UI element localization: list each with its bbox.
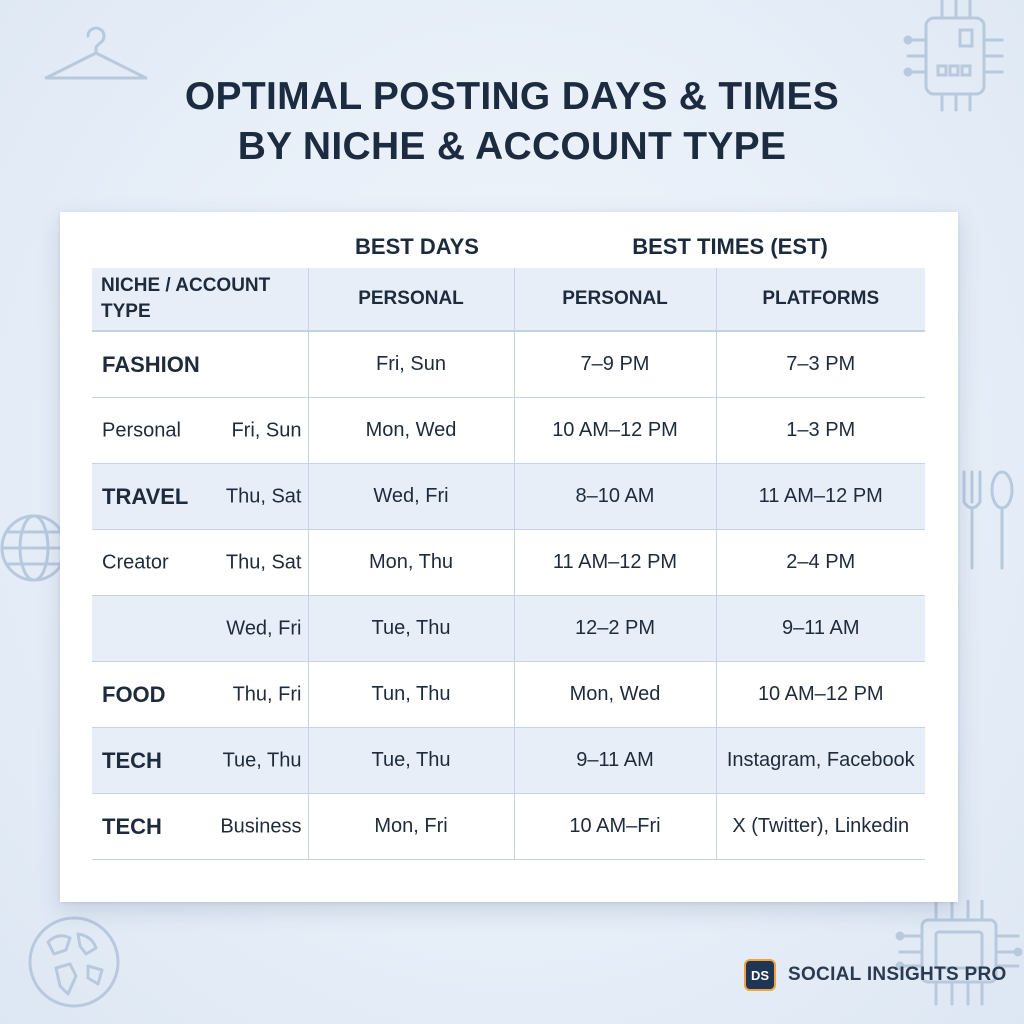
circuit-icon xyxy=(892,900,1024,1024)
niche-label: Personal xyxy=(102,419,181,441)
page-title-line-1: OPTIMAL POSTING DAYS & TIMES xyxy=(184,75,840,118)
niche-label: TECH xyxy=(102,813,162,839)
brand-footer: DS SOCIAL INSIGHTS PRO xyxy=(744,958,1007,992)
niche-sub-value: Wed, Fri xyxy=(226,617,302,639)
table-row: FOOD Thu, Fri Tun, Thu Mon, Wed 10 AM–12 PM xyxy=(92,661,925,728)
niche-cell: Creator Thu, Sat xyxy=(92,529,308,596)
days-personal-cell: Mon, Wed xyxy=(307,397,514,464)
column-header-niche: NICHE / ACCOUNT TYPE xyxy=(92,268,308,332)
platforms-cell: 9–11 AM xyxy=(715,595,925,662)
table-row: Creator Thu, Sat Mon, Thu 11 AM–12 PM 2–4 PM xyxy=(92,529,925,596)
table-header-row: NICHE / ACCOUNT TYPE PERSONAL PERSONAL P… xyxy=(92,268,925,332)
niche-label: FASHION xyxy=(102,351,200,377)
table-row: TRAVEL Thu, Sat Wed, Fri 8–10 AM 11 AM–12 PM xyxy=(92,463,925,530)
page-title: OPTIMAL POSTING DAYS & TIMES BY NICHE & … xyxy=(0,72,1024,172)
table-row: TECH Business Mon, Fri 10 AM–Fri X (Twitter)… xyxy=(92,793,925,860)
column-header-times-personal: PERSONAL xyxy=(513,268,716,332)
posting-schedule-card: BEST DAYS BEST TIMES (EST) NICHE / ACCOU… xyxy=(60,212,958,902)
niche-sub-value: Thu, Sat xyxy=(225,485,302,507)
platforms-cell: 7–3 PM xyxy=(715,331,925,398)
platforms-cell: 11 AM–12 PM xyxy=(715,463,925,530)
times-personal-cell: 9–11 AM xyxy=(513,727,716,794)
hanger-icon xyxy=(40,18,152,86)
platforms-cell: 1–3 PM xyxy=(715,397,925,464)
world-map-icon xyxy=(26,914,122,1010)
times-personal-cell: 10 AM–12 PM xyxy=(513,397,716,464)
niche-cell: FOOD Thu, Fri xyxy=(92,661,308,728)
times-personal-cell: 7–9 PM xyxy=(513,331,716,398)
niche-cell: TECH Tue, Thu xyxy=(92,727,308,794)
times-personal-cell: 11 AM–12 PM xyxy=(513,529,716,596)
niche-sub-value: Business xyxy=(220,815,302,837)
niche-sub-value: Fri, Sun xyxy=(231,419,302,441)
platforms-cell: X (Twitter), Linkedin xyxy=(715,793,925,860)
niche-cell: Wed, Fri xyxy=(92,595,308,662)
table-row: TECH Tue, Thu Tue, Thu 9–11 AM Instagram, Fa… xyxy=(92,727,925,794)
niche-sub-value: Thu, Fri xyxy=(232,683,302,705)
niche-sub-value: Thu, Sat xyxy=(225,551,302,573)
times-personal-cell: Mon, Wed xyxy=(513,661,716,728)
days-personal-cell: Tue, Thu xyxy=(307,727,514,794)
niche-label: TECH xyxy=(102,747,162,773)
niche-cell: TRAVEL Thu, Sat xyxy=(92,463,308,530)
platforms-cell: Instagram, Facebook xyxy=(715,727,925,794)
group-header-best-days: BEST DAYS xyxy=(355,234,479,259)
times-personal-cell: 8–10 AM xyxy=(513,463,716,530)
brand-name: SOCIAL INSIGHTS PRO xyxy=(788,964,1007,985)
days-personal-cell: Tun, Thu xyxy=(307,661,514,728)
days-personal-cell: Fri, Sun xyxy=(307,331,514,398)
table-row: FASHION Fri, Sun 7–9 PM 7–3 PM xyxy=(92,331,925,398)
chip-icon xyxy=(900,0,1004,112)
times-personal-cell: 12–2 PM xyxy=(513,595,716,662)
niche-label: TRAVEL xyxy=(102,483,189,509)
niche-cell: TECH Business xyxy=(92,793,308,860)
days-personal-cell: Tue, Thu xyxy=(307,595,514,662)
group-header-best-times: BEST TIMES (EST) xyxy=(632,234,828,259)
column-header-platforms: PLATFORMS xyxy=(715,268,925,332)
days-personal-cell: Mon, Fri xyxy=(307,793,514,860)
posting-schedule-table: NICHE / ACCOUNT TYPE PERSONAL PERSONAL P… xyxy=(92,268,925,860)
niche-label: FOOD xyxy=(102,681,166,707)
niche-cell: Personal Fri, Sun xyxy=(92,397,308,464)
niche-label: Creator xyxy=(102,551,169,573)
days-personal-cell: Wed, Fri xyxy=(307,463,514,530)
brand-logo-icon: DS xyxy=(744,959,776,991)
fork-spoon-icon xyxy=(956,466,1024,572)
platforms-cell: 10 AM–12 PM xyxy=(715,661,925,728)
table-row: Personal Fri, Sun Mon, Wed 10 AM–12 PM 1–3 P… xyxy=(92,397,925,464)
days-personal-cell: Mon, Thu xyxy=(307,529,514,596)
niche-cell: FASHION xyxy=(92,331,308,398)
platforms-cell: 2–4 PM xyxy=(715,529,925,596)
table-row: Wed, Fri Tue, Thu 12–2 PM 9–11 AM xyxy=(92,595,925,662)
times-personal-cell: 10 AM–Fri xyxy=(513,793,716,860)
niche-sub-value: Tue, Thu xyxy=(222,749,302,771)
page-title-line-2: BY NICHE & ACCOUNT TYPE xyxy=(237,125,787,168)
column-header-days-personal: PERSONAL xyxy=(307,268,514,332)
